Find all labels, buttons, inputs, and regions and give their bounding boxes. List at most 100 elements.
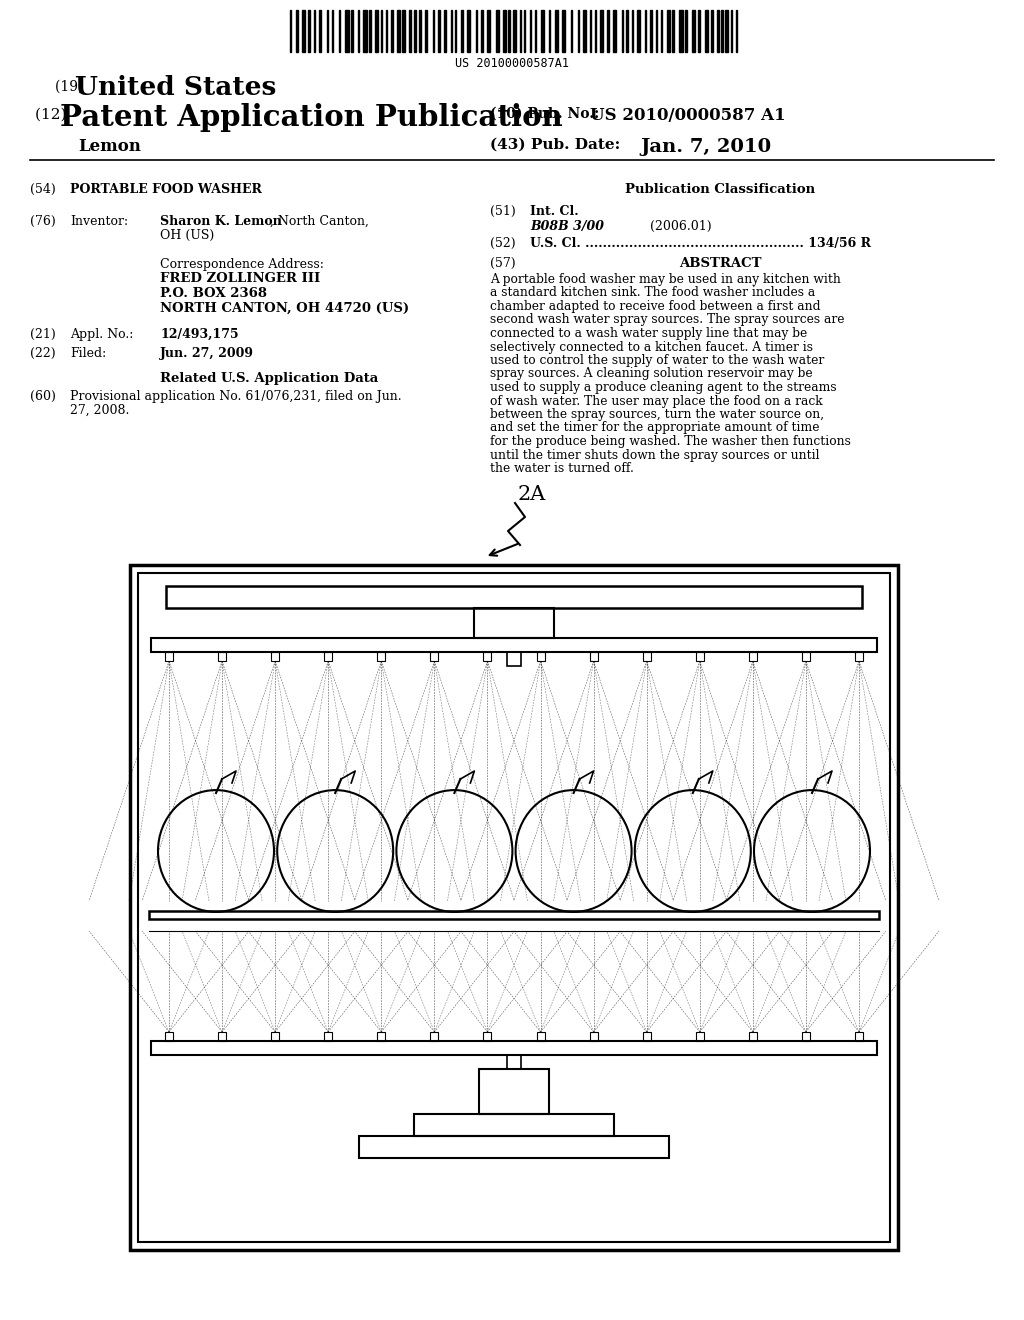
Bar	[725, 11, 728, 51]
Text: Correspondence Address:: Correspondence Address:	[160, 257, 324, 271]
Text: (57): (57)	[490, 257, 516, 271]
Text: Lemon: Lemon	[78, 139, 141, 154]
Bar	[325, 652, 332, 661]
Bar	[645, 11, 646, 51]
Text: Filed:: Filed:	[70, 347, 106, 360]
Bar	[679, 11, 683, 51]
Bar	[508, 11, 510, 51]
Bar	[165, 1032, 173, 1041]
Bar	[165, 652, 173, 661]
Bar	[451, 11, 453, 51]
Text: PORTABLE FOOD WASHER: PORTABLE FOOD WASHER	[70, 183, 262, 195]
Bar	[430, 652, 438, 661]
Text: chamber adapted to receive food between a first and: chamber adapted to receive food between …	[490, 300, 820, 313]
Bar	[370, 11, 371, 51]
Text: United States: United States	[75, 75, 276, 100]
Bar	[731, 11, 732, 51]
Bar	[579, 11, 580, 51]
Bar	[461, 11, 463, 51]
Text: between the spray sources, turn the water source on,: between the spray sources, turn the wate…	[490, 408, 824, 421]
Text: 12/493,175: 12/493,175	[160, 327, 239, 341]
Bar	[718, 11, 719, 51]
Bar	[519, 11, 521, 51]
Bar	[660, 11, 662, 51]
Bar	[711, 11, 714, 51]
Bar	[391, 11, 392, 51]
Text: Jan. 7, 2010: Jan. 7, 2010	[640, 139, 771, 156]
Bar	[325, 1032, 332, 1041]
Text: Int. Cl.: Int. Cl.	[530, 205, 579, 218]
Text: Sharon K. Lemon: Sharon K. Lemon	[160, 215, 282, 228]
Bar	[530, 11, 531, 51]
Bar	[802, 652, 810, 661]
Bar	[749, 652, 757, 661]
Text: Appl. No.:: Appl. No.:	[70, 327, 133, 341]
Bar	[271, 1032, 280, 1041]
Bar	[467, 11, 470, 51]
Bar	[166, 586, 862, 609]
Text: Inventor:: Inventor:	[70, 215, 128, 228]
Text: (51): (51)	[490, 205, 516, 218]
Text: (10) Pub. No.:: (10) Pub. No.:	[490, 107, 599, 121]
Bar	[486, 11, 490, 51]
Text: , North Canton,: , North Canton,	[270, 215, 369, 228]
Bar	[377, 652, 385, 661]
Text: (21): (21)	[30, 327, 55, 341]
Bar	[456, 11, 457, 51]
Bar	[600, 11, 603, 51]
Bar	[483, 1032, 492, 1041]
Bar	[595, 11, 596, 51]
Text: 27, 2008.: 27, 2008.	[70, 404, 129, 417]
Bar	[313, 11, 315, 51]
Bar	[537, 652, 545, 661]
Bar	[308, 11, 309, 51]
Bar	[377, 1032, 385, 1041]
Bar	[302, 11, 305, 51]
Bar	[590, 652, 598, 661]
Bar	[483, 652, 492, 661]
Text: used to control the supply of water to the wash water: used to control the supply of water to t…	[490, 354, 824, 367]
Bar	[583, 11, 586, 51]
Bar	[474, 609, 554, 638]
Bar	[507, 652, 521, 667]
Bar	[359, 1137, 669, 1158]
Bar	[479, 1069, 549, 1114]
Bar	[627, 11, 628, 51]
Bar	[218, 1032, 226, 1041]
Text: spray sources. A cleaning solution reservoir may be: spray sources. A cleaning solution reser…	[490, 367, 813, 380]
Text: (60): (60)	[30, 389, 56, 403]
Text: selectively connected to a kitchen faucet. A timer is: selectively connected to a kitchen fauce…	[490, 341, 813, 354]
Bar	[443, 11, 446, 51]
Bar	[130, 565, 898, 1250]
Bar	[562, 11, 565, 51]
Text: (54): (54)	[30, 183, 55, 195]
Text: and set the timer for the appropriate amount of time: and set the timer for the appropriate am…	[490, 421, 819, 434]
Bar	[622, 11, 623, 51]
Text: Related U.S. Application Data: Related U.S. Application Data	[160, 372, 378, 385]
Bar	[643, 1032, 650, 1041]
Bar	[396, 11, 399, 51]
Bar	[296, 11, 298, 51]
Bar	[364, 11, 367, 51]
Text: (43) Pub. Date:: (43) Pub. Date:	[490, 139, 621, 152]
Bar	[218, 652, 226, 661]
Text: a standard kitchen sink. The food washer includes a: a standard kitchen sink. The food washer…	[490, 286, 815, 300]
Bar	[667, 11, 670, 51]
Bar	[419, 11, 421, 51]
Bar	[507, 1055, 521, 1069]
Bar	[138, 573, 890, 1242]
Text: until the timer shuts down the spray sources or until: until the timer shuts down the spray sou…	[490, 449, 819, 462]
Bar	[549, 11, 550, 51]
Bar	[736, 11, 737, 51]
Bar	[339, 11, 340, 51]
Bar	[632, 11, 633, 51]
Bar	[430, 1032, 438, 1041]
Text: ABSTRACT: ABSTRACT	[679, 257, 761, 271]
Bar	[523, 11, 525, 51]
Bar	[649, 11, 652, 51]
Bar	[695, 1032, 703, 1041]
Bar	[476, 11, 477, 51]
Bar	[613, 11, 615, 51]
Bar	[656, 11, 657, 51]
Bar	[722, 11, 723, 51]
